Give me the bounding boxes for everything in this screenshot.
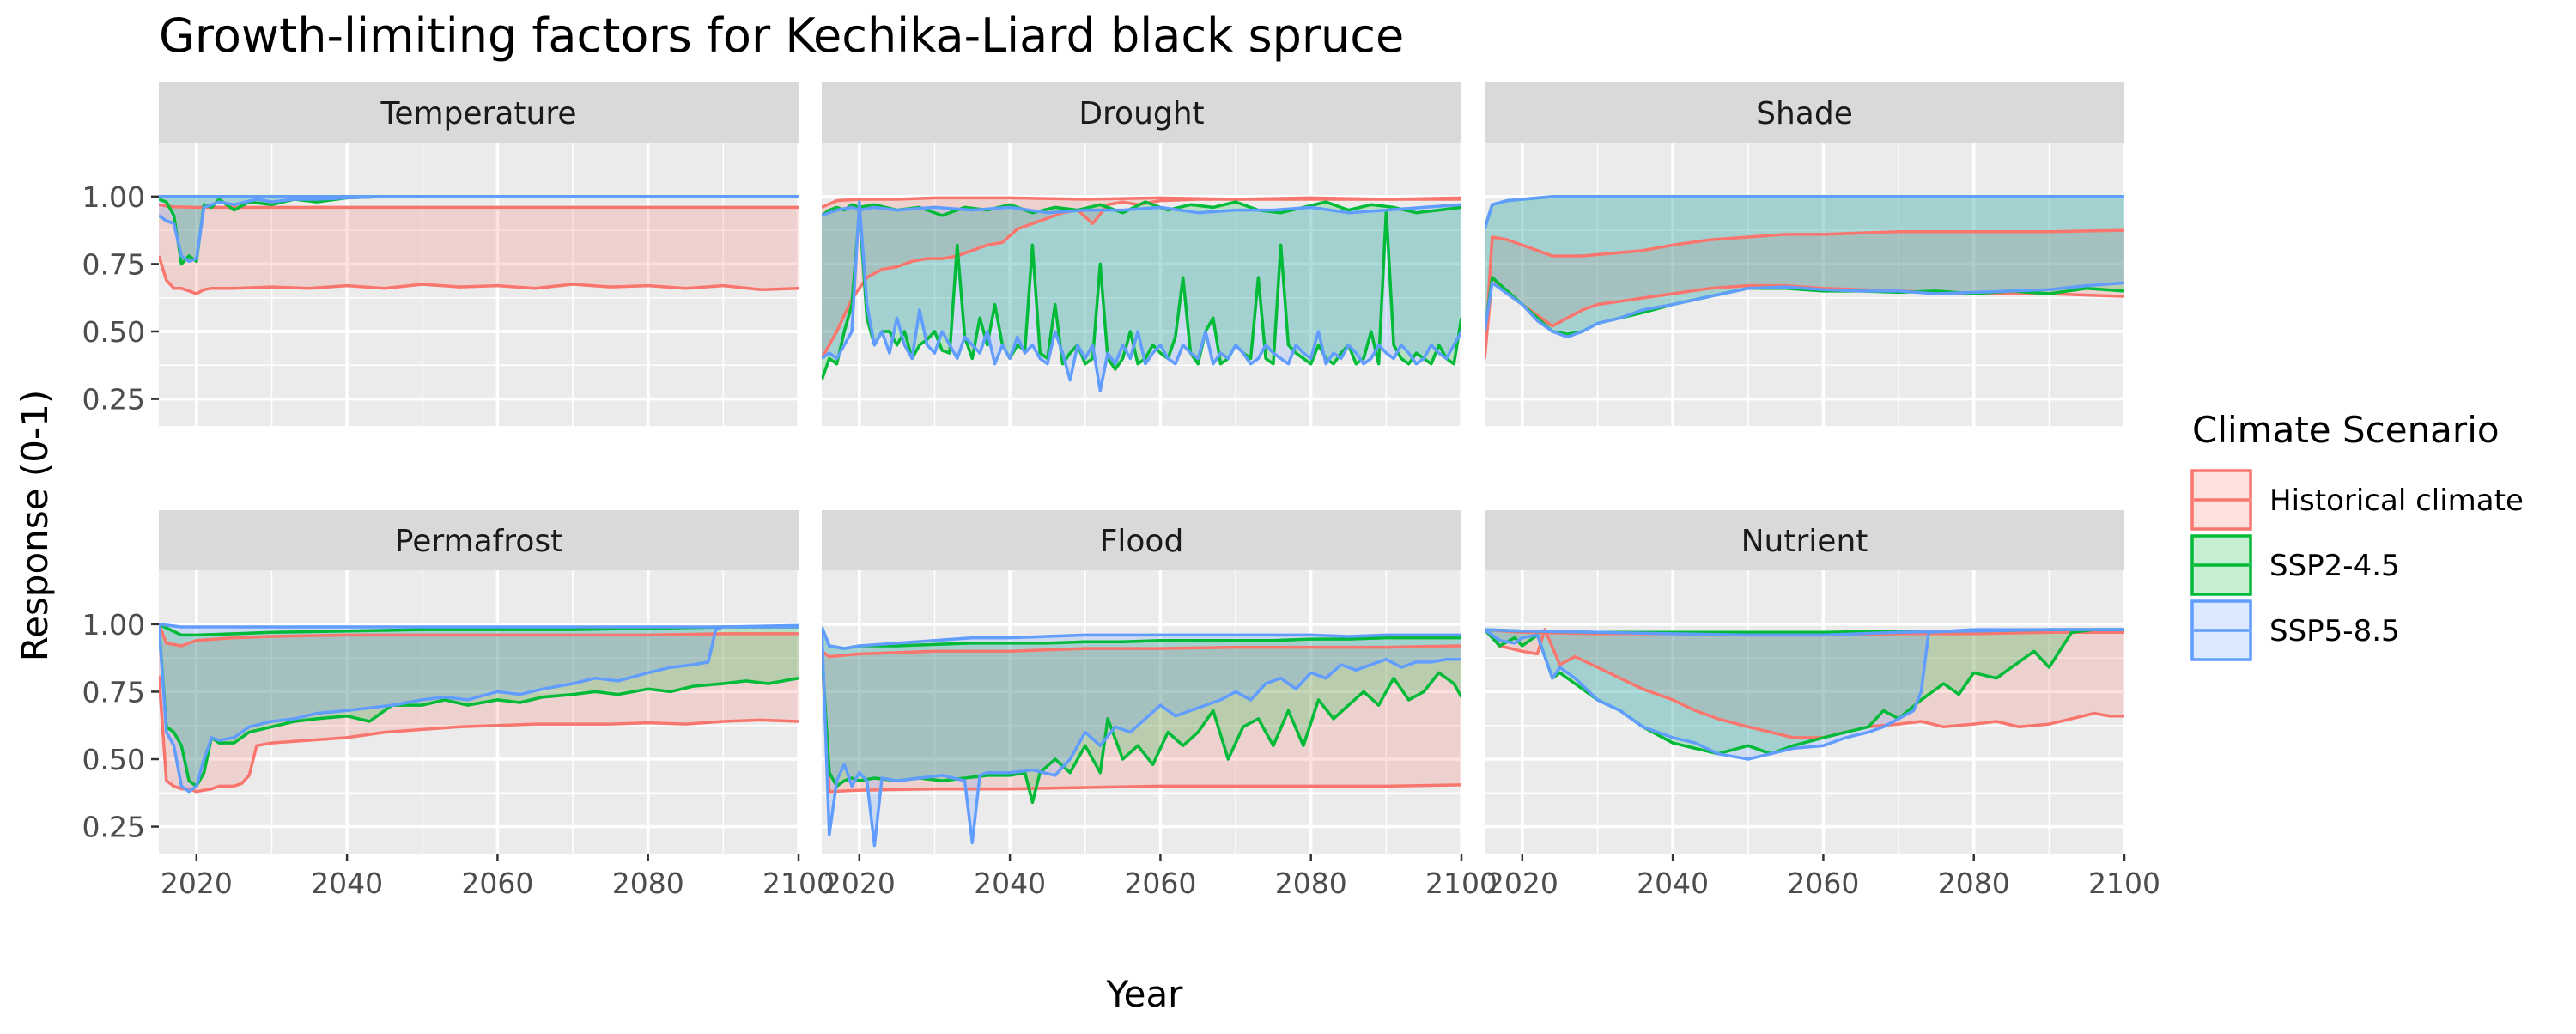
x-tick-label: 2020 [823,867,896,900]
x-tick-label: 2080 [1938,867,2010,900]
line-nutrient-ssp5-8-5-lower [1485,628,2124,761]
y-tick-label: 0.50 [82,743,145,776]
line-temperature-historical-climate-lower [159,255,799,295]
x-tick-label: 2020 [1486,867,1558,900]
line-permafrost-ssp5-8-5-lower [159,623,799,794]
ribbon-temperature-historical-climate [159,204,799,294]
panel-temperature: Temperature 0.25 0.50 0.75 1.00 [82,82,800,426]
line-drought-ssp2-4-5-lower [822,208,1461,381]
panel-nutrient: Nutrient 2020 2040 2060 2080 2100 [1485,510,2160,900]
panel-strip-label-shade: Shade [1756,96,1853,131]
legend-entry-historical-climate: Historical climate [2190,469,2524,531]
x-tick-label: 2040 [974,867,1046,900]
panel-background-temperature [159,143,799,426]
y-tick-label: 0.50 [82,315,145,349]
y-axis-title: Response (0-1) [14,390,56,661]
y-tick-label: 0.25 [82,811,145,844]
y-tick-label: 0.75 [82,247,145,281]
line-shade-ssp5-8-5-upper [1485,195,2124,230]
x-tick-label: 2040 [1637,867,1709,900]
panel-data-nutrient [1485,628,2124,761]
x-tick-label: 2100 [2088,867,2160,900]
y-tick-label: 1.00 [82,608,145,642]
x-tick-label: 2060 [1787,867,1859,900]
panel-data-permafrost [159,623,799,794]
legend-label-ssp5-8-5: SSP5-8.5 [2269,614,2400,648]
panel-background-nutrient [1485,570,2124,854]
panel-strip-label-nutrient: Nutrient [1741,524,1868,559]
legend-title: Climate Scenario [2192,409,2500,451]
panel-strip-label-flood: Flood [1100,524,1184,559]
line-temperature-ssp5-8-5-lower [159,195,799,264]
legend-entry-ssp2-4-5: SSP2-4.5 [2190,534,2400,596]
panel-data-temperature [159,195,799,295]
panel-background-shade [1485,143,2124,426]
panel-strip-label-temperature: Temperature [380,96,576,131]
line-flood-historical-climate-lower [822,651,1461,794]
x-tick-label: 2040 [311,867,383,900]
line-shade-historical-climate-upper [1485,228,2124,359]
panel-data-drought [822,196,1461,392]
x-tick-label: 2080 [1275,867,1347,900]
panel-background-flood [822,570,1461,854]
ribbon-drought-historical-climate [822,198,1461,359]
line-flood-historical-climate-upper [822,644,1461,659]
panel-strip-shade [1485,82,2124,143]
x-tick-label: 2060 [1124,867,1196,900]
x-tick-label: 2100 [1425,867,1498,900]
chart-title: Growth-limiting factors for Kechika-Liar… [159,9,1404,63]
legend-entry-ssp5-8-5: SSP5-8.5 [2190,599,2400,661]
ribbon-nutrient-ssp2-4-5 [1485,630,2124,754]
panel-data-shade [1485,195,2124,359]
line-drought-historical-climate-lower [822,198,1461,360]
line-drought-ssp5-8-5-upper [822,203,1461,217]
line-permafrost-historical-climate-lower [159,675,799,794]
panel-background-drought [822,143,1461,426]
x-axis-title: Year [1106,973,1184,1015]
panel-strip-nutrient [1485,510,2124,570]
line-permafrost-ssp5-8-5-upper [159,623,799,629]
panel-drought: Drought [822,82,1463,426]
x-tick-label: 2080 [612,867,684,900]
ribbon-permafrost-ssp2-4-5 [159,623,799,787]
y-tick-label: 0.75 [82,675,145,709]
ribbon-permafrost-historical-climate [159,623,799,792]
panel-strip-permafrost [159,510,799,570]
facet-panels: Temperature 0.25 0.50 0.75 1.00 Drought Shade P… [82,82,2160,900]
legend: Climate Scenario Historical climate SSP2-… [2190,409,2524,661]
legend-label-ssp2-4-5: SSP2-4.5 [2269,549,2400,583]
panel-shade: Shade [1485,82,2126,426]
panel-strip-label-drought: Drought [1078,96,1204,131]
ribbon-nutrient-historical-climate [1485,630,2124,738]
panel-permafrost: Permafrost 0.25 0.50 0.75 1.00 2020 2040 2060 20… [82,510,835,900]
line-drought-ssp2-4-5-upper [822,200,1461,217]
y-tick-label: 1.00 [82,180,145,214]
line-nutrient-historical-climate-lower [1485,628,2124,739]
line-flood-ssp5-8-5-upper [822,626,1461,650]
line-flood-ssp5-8-5-lower [822,626,1461,848]
legend-label-historical-climate: Historical climate [2269,484,2524,518]
line-drought-ssp5-8-5-lower [822,200,1461,392]
ribbon-permafrost-ssp5-8-5 [159,623,799,792]
panel-strip-label-permafrost: Permafrost [395,524,562,559]
x-tick-label: 2100 [762,867,835,900]
x-tick-label: 2020 [161,867,233,900]
panel-strip-drought [822,82,1461,143]
panel-background-permafrost [159,570,799,854]
panel-strip-flood [822,510,1461,570]
y-tick-label: 0.25 [82,383,145,417]
ribbon-flood-ssp2-4-5 [822,627,1461,803]
x-tick-label: 2060 [461,867,533,900]
panel-strip-temperature [159,82,799,143]
panel-data-flood [822,626,1461,848]
ribbon-shade-historical-climate [1485,230,2124,359]
line-shade-ssp5-8-5-lower [1485,281,2124,339]
panel-flood: Flood 2020 2040 2060 2080 2100 [822,510,1498,900]
line-permafrost-historical-climate-upper [159,623,799,648]
